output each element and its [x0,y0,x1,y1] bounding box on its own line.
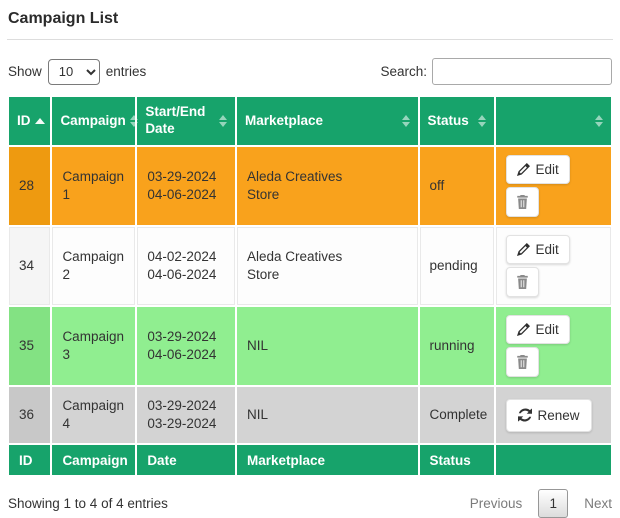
header-date[interactable]: Start/End Date [137,97,235,145]
cell-marketplace: Aleda Creatives Store [236,227,418,305]
delete-button[interactable] [505,347,539,377]
footer-status: Status [419,445,494,475]
footer-campaign: Campaign [52,445,136,475]
pencil-icon [516,163,530,176]
delete-button[interactable] [505,187,539,217]
cell-campaign: Campaign 4 [52,387,136,443]
cell-campaign: Campaign 2 [52,227,136,305]
cell-actions: Edit [495,307,611,385]
table-row-campaign-1: 28 Campaign 1 03-29-2024 04-06-2024 Aled… [9,147,611,225]
table-header-row: ID Campaign Start/End Date Marketplace S… [9,97,611,145]
table-controls: Show 10 entries Search: [8,58,612,85]
trash-icon [516,275,528,289]
next-page-button[interactable]: Next [584,496,612,511]
search-label: Search: [380,64,427,79]
header-date-label: Start/End Date [145,104,206,136]
entries-select[interactable]: 10 [47,58,100,85]
sort-both-icon [218,115,227,127]
show-label: Show [8,64,42,79]
cell-marketplace: NIL [236,307,418,385]
end-date: 04-06-2024 [147,267,217,282]
footer-actions [495,445,611,475]
start-date: 03-29-2024 [147,328,217,344]
cell-campaign: Campaign 3 [52,307,136,385]
cell-id: 36 [9,387,51,443]
pagination: Previous 1 Next [470,489,612,518]
cell-status: off [419,147,494,225]
edit-button[interactable]: Edit [505,235,570,264]
cell-status: running [419,307,494,385]
cell-status: pending [419,227,494,305]
cell-actions: Edit [495,227,611,305]
sort-both-icon [129,115,138,127]
table-row-campaign-3: 35 Campaign 3 03-29-2024 04-06-2024 NIL … [9,307,611,385]
title-divider [7,39,613,40]
cell-actions: Edit [495,147,611,225]
page-length-control: Show 10 entries [8,58,147,85]
cell-status: Complete [419,387,494,443]
pencil-icon [516,323,530,336]
header-actions[interactable] [495,97,611,145]
header-id-label: ID [17,112,31,128]
edit-button[interactable]: Edit [505,315,570,344]
header-campaign[interactable]: Campaign [52,97,138,145]
cell-marketplace: NIL [236,387,418,443]
previous-page-button[interactable]: Previous [469,496,523,511]
cell-campaign: Campaign 1 [52,147,136,225]
cell-id: 28 [9,147,51,225]
cell-dates: 03-29-2024 04-06-2024 [137,307,235,385]
refresh-icon [517,408,532,422]
header-marketplace[interactable]: Marketplace [236,97,418,145]
cell-marketplace: Aleda Creatives Store [236,147,418,225]
pencil-icon [516,243,530,256]
search-control: Search: [380,58,612,85]
search-input[interactable] [432,58,612,85]
sort-both-icon [477,115,486,127]
sort-both-icon [595,115,603,127]
header-marketplace-label: Marketplace [244,112,324,128]
sort-both-icon [401,115,410,127]
end-date: 04-06-2024 [147,347,217,362]
cell-id: 35 [9,307,51,385]
trash-icon [516,195,528,209]
cell-dates: 04-02-2024 04-06-2024 [137,227,235,305]
page-title: Campaign List [8,10,119,27]
footer-date: Date [137,445,235,475]
start-date: 03-29-2024 [147,168,217,184]
delete-button[interactable] [505,267,539,297]
current-page-button[interactable]: 1 [538,489,569,518]
cell-id: 34 [9,227,51,305]
start-date: 03-29-2024 [147,397,217,413]
end-date: 03-29-2024 [147,416,217,431]
table-row-campaign-4: 36 Campaign 4 03-29-2024 03-29-2024 NIL … [9,387,611,443]
cell-actions: Renew [495,387,611,443]
sort-asc-icon [34,118,45,124]
cell-dates: 03-29-2024 04-06-2024 [137,147,235,225]
cell-dates: 03-29-2024 03-29-2024 [137,387,235,443]
campaign-list-page: Campaign List Show 10 entries Search: ID [7,10,613,518]
header-id[interactable]: ID [9,97,51,145]
campaign-table: ID Campaign Start/End Date Marketplace S… [7,95,613,477]
header-status[interactable]: Status [419,97,494,145]
table-bottom-bar: Showing 1 to 4 of 4 entries Previous 1 N… [8,489,612,518]
renew-button[interactable]: Renew [505,398,592,432]
header-campaign-label: Campaign [60,112,126,128]
header-status-label: Status [427,112,469,128]
footer-marketplace: Marketplace [236,445,418,475]
edit-button[interactable]: Edit [505,155,570,184]
table-row-campaign-2: 34 Campaign 2 04-02-2024 04-06-2024 Aled… [9,227,611,305]
end-date: 04-06-2024 [147,187,217,202]
table-footer-row: ID Campaign Date Marketplace Status [9,445,611,475]
entries-summary: Showing 1 to 4 of 4 entries [8,496,168,511]
start-date: 04-02-2024 [147,248,217,264]
entries-label: entries [105,64,147,79]
footer-id: ID [9,445,51,475]
trash-icon [516,355,528,369]
